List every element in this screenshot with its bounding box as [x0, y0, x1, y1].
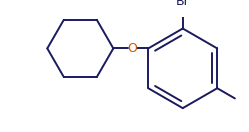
Text: O: O: [128, 42, 137, 55]
Text: Br: Br: [176, 0, 190, 8]
